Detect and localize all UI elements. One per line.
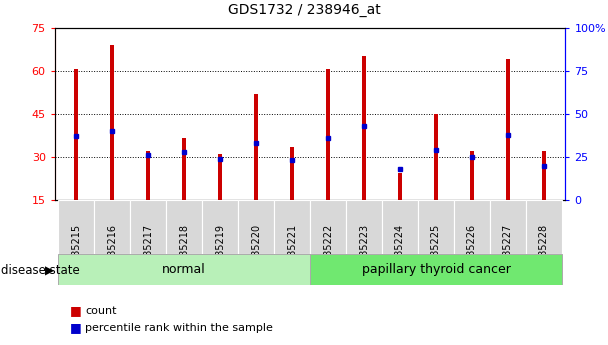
Text: count: count (85, 306, 117, 315)
Bar (362, 56, 366, 200)
Bar (542, 151, 546, 200)
Bar (58, 254, 310, 285)
Text: GSM85226: GSM85226 (467, 224, 477, 277)
Bar (506, 59, 510, 200)
Bar (382, 200, 418, 254)
Text: GSM85228: GSM85228 (539, 224, 549, 277)
Bar (130, 200, 166, 254)
Text: GSM85224: GSM85224 (395, 224, 405, 277)
Text: ■: ■ (70, 304, 81, 317)
Text: GDS1732 / 238946_at: GDS1732 / 238946_at (227, 3, 381, 18)
Text: GSM85220: GSM85220 (251, 224, 261, 277)
Bar (490, 200, 526, 254)
Bar (110, 45, 114, 200)
Bar (74, 69, 78, 200)
Bar (274, 200, 310, 254)
Bar (94, 200, 130, 254)
Bar (418, 200, 454, 254)
Text: GSM85215: GSM85215 (71, 224, 81, 277)
Text: ■: ■ (70, 321, 81, 334)
Bar (290, 147, 294, 200)
Text: GSM85227: GSM85227 (503, 224, 513, 277)
Bar (202, 200, 238, 254)
Bar (58, 200, 94, 254)
Text: GSM85223: GSM85223 (359, 224, 369, 277)
Text: GSM85219: GSM85219 (215, 224, 225, 277)
Bar (310, 254, 562, 285)
Text: GSM85218: GSM85218 (179, 224, 189, 277)
Text: GSM85216: GSM85216 (107, 224, 117, 277)
Bar (182, 138, 187, 200)
Bar (326, 69, 330, 200)
Text: GSM85222: GSM85222 (323, 224, 333, 277)
Bar (218, 154, 223, 200)
Text: GSM85217: GSM85217 (143, 224, 153, 277)
Text: disease state: disease state (1, 264, 80, 277)
Bar (166, 200, 202, 254)
Bar (454, 200, 490, 254)
Bar (310, 200, 346, 254)
Text: GSM85221: GSM85221 (287, 224, 297, 277)
Text: GSM85225: GSM85225 (431, 224, 441, 277)
Bar (238, 200, 274, 254)
Text: ▶: ▶ (46, 264, 54, 277)
Bar (470, 151, 474, 200)
Bar (254, 94, 258, 200)
Text: papillary thyroid cancer: papillary thyroid cancer (362, 263, 510, 276)
Bar (434, 114, 438, 200)
Text: percentile rank within the sample: percentile rank within the sample (85, 323, 273, 333)
Bar (146, 151, 150, 200)
Bar (526, 200, 562, 254)
Text: normal: normal (162, 263, 206, 276)
Bar (398, 173, 402, 200)
Bar (346, 200, 382, 254)
